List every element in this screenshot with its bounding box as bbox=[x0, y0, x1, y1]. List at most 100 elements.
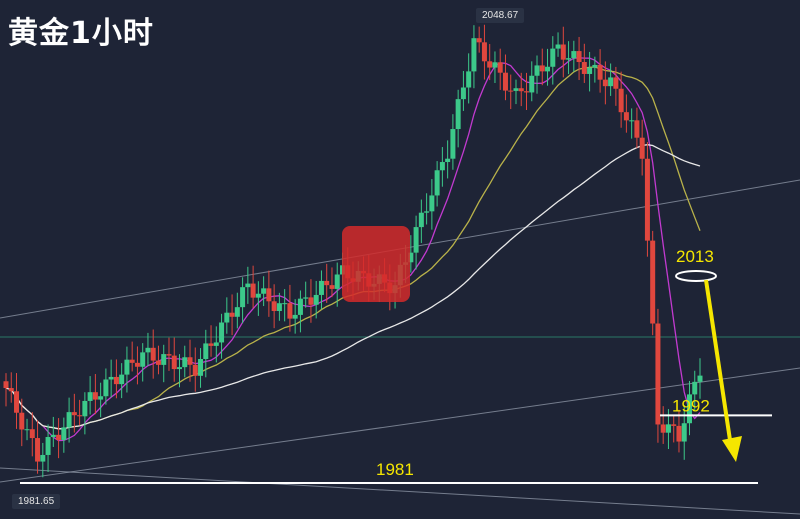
candle-body bbox=[297, 298, 303, 315]
candle-body bbox=[303, 297, 309, 299]
candle-body bbox=[445, 158, 451, 163]
candle-body bbox=[529, 75, 535, 93]
chart-title: 黄金1小时 bbox=[8, 16, 154, 51]
candle-body bbox=[103, 379, 109, 397]
candle-body bbox=[660, 424, 666, 433]
candle-body bbox=[418, 212, 424, 228]
candle-body bbox=[208, 343, 214, 346]
candle-body bbox=[329, 285, 335, 289]
low-price-tag: 1981.65 bbox=[12, 494, 61, 509]
candle-body bbox=[40, 454, 46, 462]
candle-body bbox=[466, 71, 472, 88]
candle-body bbox=[229, 312, 235, 317]
candle-body bbox=[513, 88, 519, 91]
candle-body bbox=[492, 62, 498, 68]
candle-body bbox=[487, 61, 493, 68]
candle-body bbox=[245, 283, 251, 288]
candle-body bbox=[602, 79, 608, 87]
candle-body bbox=[560, 44, 566, 60]
candle-body bbox=[113, 376, 119, 385]
candle-body bbox=[634, 120, 640, 138]
candle-body bbox=[650, 240, 656, 324]
level-2013-label: 2013 bbox=[676, 247, 714, 266]
candle-body bbox=[518, 88, 524, 92]
candle-body bbox=[471, 38, 477, 72]
candle-body bbox=[29, 429, 35, 439]
candle-body bbox=[35, 438, 41, 462]
candle-body bbox=[240, 287, 246, 308]
candle-body bbox=[665, 424, 671, 433]
candle-body bbox=[308, 297, 314, 305]
down-arrow-shaft bbox=[704, 279, 732, 441]
candle-body bbox=[250, 283, 256, 298]
candle-body bbox=[203, 343, 209, 359]
candle-body bbox=[192, 364, 198, 376]
annotations: 2013 1992 1981 bbox=[20, 226, 772, 484]
candle-body bbox=[66, 412, 72, 428]
candle-body bbox=[82, 400, 88, 417]
candle-body bbox=[8, 388, 14, 392]
candle-body bbox=[476, 38, 482, 43]
candle-body bbox=[282, 303, 288, 305]
candle-body bbox=[45, 437, 51, 455]
candle-body bbox=[87, 392, 93, 401]
candle-body bbox=[92, 392, 98, 400]
candle-body bbox=[166, 354, 172, 356]
candle-body bbox=[198, 358, 204, 376]
candle-body bbox=[571, 51, 577, 59]
candle-body bbox=[155, 360, 161, 365]
candle-body bbox=[545, 66, 551, 72]
candle-body bbox=[255, 293, 261, 298]
candle-body bbox=[676, 425, 682, 442]
candle-body bbox=[145, 347, 151, 353]
candle-body bbox=[508, 90, 514, 92]
candle-body bbox=[655, 323, 661, 425]
candle-body bbox=[3, 381, 9, 389]
candle-body bbox=[697, 375, 703, 382]
candle-body bbox=[439, 162, 445, 171]
candle-body bbox=[587, 67, 593, 74]
high-price-tag: 2048.67 bbox=[476, 8, 525, 23]
candle-body bbox=[287, 303, 293, 319]
candle-body bbox=[608, 77, 614, 87]
level-1981-label: 1981 bbox=[376, 460, 414, 479]
candle-body bbox=[334, 274, 340, 289]
candle-body bbox=[129, 359, 135, 363]
candle-body bbox=[108, 376, 114, 380]
candle-body bbox=[576, 51, 582, 63]
candle-body bbox=[455, 99, 461, 130]
candle-body bbox=[613, 77, 619, 89]
candle-body bbox=[618, 88, 624, 113]
candle-body bbox=[597, 64, 603, 80]
candle-body bbox=[134, 362, 140, 367]
candle-body bbox=[187, 357, 193, 365]
candle-body bbox=[566, 58, 572, 60]
candle-body bbox=[408, 252, 414, 263]
candle-body bbox=[119, 374, 125, 385]
candle-body bbox=[124, 359, 130, 375]
level-1992-label: 1992 bbox=[672, 396, 710, 415]
candle-body bbox=[497, 62, 503, 73]
candle-body bbox=[140, 352, 146, 367]
candle-body bbox=[313, 294, 319, 305]
candle-body bbox=[224, 312, 230, 323]
candle-body bbox=[592, 64, 598, 68]
candle-body bbox=[460, 87, 466, 100]
candle-body bbox=[182, 357, 188, 368]
candle-body bbox=[555, 44, 561, 49]
candle-body bbox=[234, 307, 240, 317]
trend-line bbox=[0, 467, 800, 515]
candle-body bbox=[171, 355, 177, 370]
candle-body bbox=[77, 415, 83, 417]
candle-body bbox=[276, 303, 282, 312]
candle-body bbox=[550, 48, 556, 67]
candle-body bbox=[502, 72, 508, 91]
candle-body bbox=[681, 423, 687, 442]
candle-body bbox=[450, 129, 456, 159]
candle-body bbox=[98, 396, 104, 400]
candle-body bbox=[644, 158, 650, 241]
candle-body bbox=[318, 280, 324, 295]
candle-body bbox=[581, 62, 587, 74]
